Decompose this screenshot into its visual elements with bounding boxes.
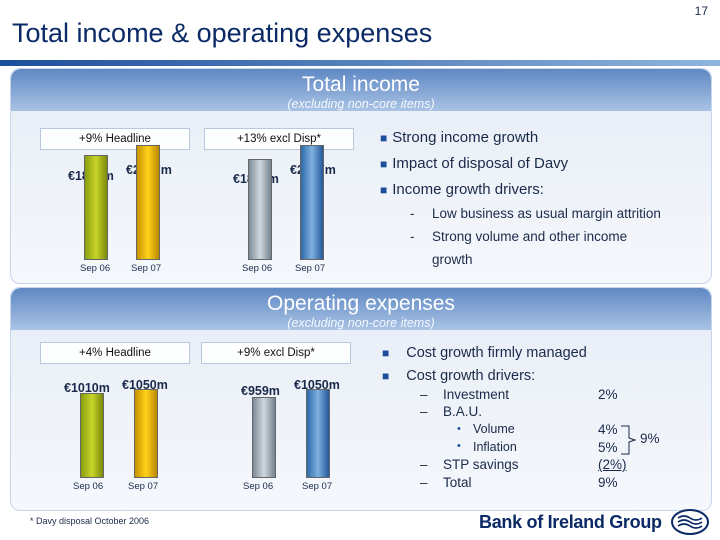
driver-stp-label: STP savings <box>443 457 519 472</box>
income-excl-bar-sep06 <box>248 158 272 260</box>
income-headline-xlabel-sep07: Sep 07 <box>131 263 162 274</box>
driver-total-value: 9% <box>598 475 618 490</box>
income-excl-disp-label: +13% excl Disp* <box>204 128 354 150</box>
opex-panel: Operating expenses (excluding non-core i… <box>10 287 712 511</box>
income-title: Total income <box>302 73 420 96</box>
income-subbullet-2: Strong volume and other income <box>432 229 628 244</box>
income-subbullet-dash-2: - <box>410 229 415 244</box>
opex-excl-xlabel-sep06: Sep 06 <box>243 481 274 492</box>
income-subbullet-dash-1: - <box>410 206 415 221</box>
opex-excl-bar-sep07 <box>306 389 330 478</box>
income-panel: Total income (excluding non-core items) <box>10 68 712 284</box>
opex-bullet-2: ■ Cost growth drivers: <box>382 368 536 384</box>
income-excl-bar-sep07 <box>300 145 324 260</box>
driver-dash-stp: – <box>420 457 428 472</box>
driver-volume-label: Volume <box>473 422 515 436</box>
bau-total-value: 9% <box>640 431 660 446</box>
company-logo-icon <box>671 509 709 535</box>
slide-number: 17 <box>694 4 708 18</box>
footnote: * Davy disposal October 2006 <box>30 516 150 526</box>
opex-headline-value-sep06: €1010m <box>64 381 110 395</box>
opex-excl-value-sep07: €1050m <box>294 378 340 392</box>
opex-headline-xlabel-sep07: Sep 07 <box>128 481 159 492</box>
square-bullet-icon: ■ <box>380 131 388 145</box>
driver-investment-value: 2% <box>598 387 618 402</box>
driver-bau-label: B.A.U. <box>443 404 483 419</box>
driver-volume-value: 4% <box>598 422 618 437</box>
company-logo-text: Bank of Ireland Group <box>479 512 662 532</box>
driver-investment-label: Investment <box>443 387 510 402</box>
opex-title: Operating expenses <box>267 292 455 315</box>
opex-excl-disp-label: +9% excl Disp* <box>201 342 351 364</box>
driver-bullet-inflation: • <box>457 440 461 452</box>
opex-excl-value-sep06: €959m <box>241 384 280 398</box>
opex-headline-value-sep07: €1050m <box>122 378 168 392</box>
opex-bullet-1: ■ Cost growth firmly managed <box>382 345 587 361</box>
opex-excl-xlabel-sep07: Sep 07 <box>302 481 333 492</box>
square-bullet-icon: ■ <box>380 157 388 171</box>
square-bullet-icon: ■ <box>382 346 390 360</box>
income-bullet-3: ■ Income growth drivers: <box>380 181 544 198</box>
page-title: Total income & operating expenses <box>12 18 433 48</box>
income-headline-xlabel-sep06: Sep 06 <box>80 263 111 274</box>
income-excl-xlabel-sep07: Sep 07 <box>295 263 326 274</box>
opex-headline-xlabel-sep06: Sep 06 <box>73 481 104 492</box>
square-bullet-icon: ■ <box>382 369 390 383</box>
opex-headline-bar-sep06 <box>80 392 104 478</box>
driver-inflation-value: 5% <box>598 440 618 455</box>
driver-inflation-label: Inflation <box>473 440 517 454</box>
income-headline-label: +9% Headline <box>40 128 190 150</box>
opex-panel-header: Operating expenses (excluding non-core i… <box>11 288 711 330</box>
driver-stp-value: (2%) <box>598 457 627 472</box>
income-excl-xlabel-sep06: Sep 06 <box>242 263 273 274</box>
income-panel-header: Total income (excluding non-core items) <box>11 69 711 111</box>
opex-subtitle: (excluding non-core items) <box>287 316 435 330</box>
income-bullet-2: ■ Impact of disposal of Davy <box>380 155 569 172</box>
driver-total-label: Total <box>443 475 472 490</box>
driver-dash-total: – <box>420 475 428 490</box>
income-subbullet-1: Low business as usual margin attrition <box>432 206 661 221</box>
driver-bullet-volume: • <box>457 423 461 435</box>
bau-brace-icon <box>621 425 637 455</box>
square-bullet-icon: ■ <box>380 183 388 197</box>
income-subbullet-2-cont: growth <box>432 252 473 267</box>
title-underline <box>0 60 720 66</box>
income-headline-bar-sep06 <box>84 154 108 260</box>
income-subtitle: (excluding non-core items) <box>287 97 435 111</box>
opex-excl-bar-sep06 <box>252 396 276 478</box>
income-bullet-1: ■ Strong income growth <box>380 129 539 146</box>
opex-headline-bar-sep07 <box>134 389 158 478</box>
income-headline-bar-sep07 <box>136 145 160 260</box>
driver-dash-investment: – <box>420 387 428 402</box>
driver-dash-bau: – <box>420 404 428 419</box>
opex-headline-label: +4% Headline <box>40 342 190 364</box>
